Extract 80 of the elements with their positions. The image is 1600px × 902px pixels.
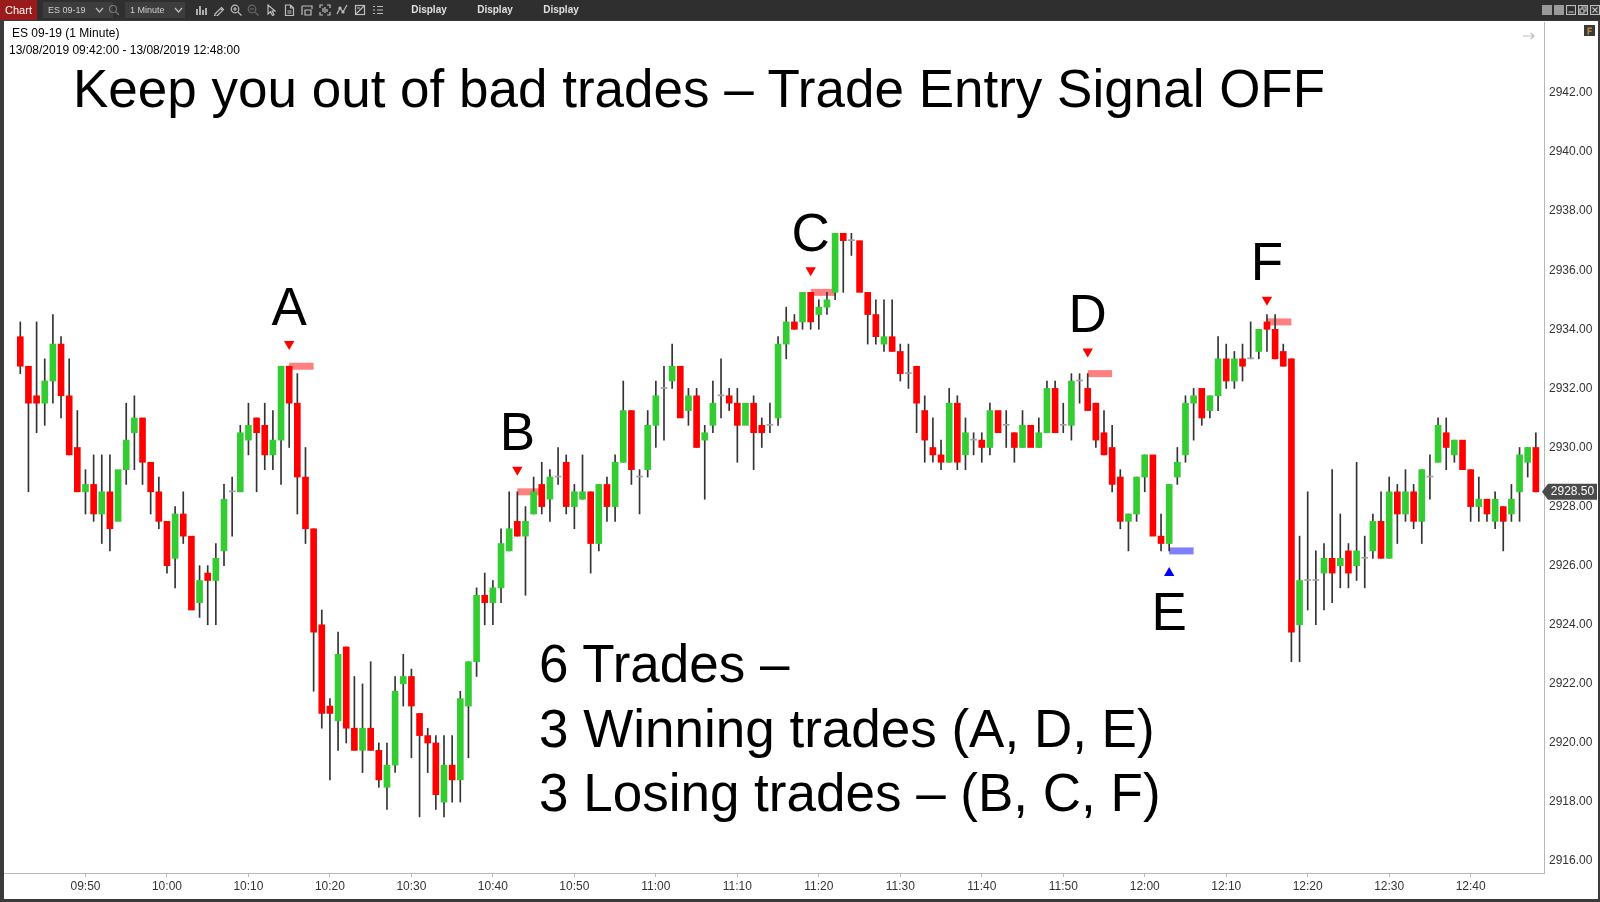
x-tick-label: 10:20	[314, 878, 346, 893]
x-tick-label: 11:50	[1048, 878, 1079, 893]
text: Display	[542, 3, 580, 17]
x-tick-label: 10:30	[396, 878, 427, 893]
y-tick-label: 2916.00	[1549, 853, 1593, 868]
chart-subtitle: ES 09-19 (1 Minute)	[12, 26, 120, 40]
x-tick-label: 09:50	[70, 878, 101, 893]
x-tick-label: 12:20	[1292, 878, 1324, 893]
candlestick	[1312, 550, 1320, 626]
annotation: B	[499, 402, 536, 462]
candlestick	[399, 654, 407, 707]
y-tick-label: 2936.00	[1549, 262, 1593, 277]
y-tick-label: 2940.00	[1549, 144, 1593, 159]
y-tick-label: 2918.00	[1549, 794, 1593, 809]
y-tick-label: 2924.00	[1549, 617, 1593, 632]
candlestick	[1059, 402, 1067, 434]
text: Display	[410, 3, 448, 17]
candlestick	[1027, 425, 1034, 448]
candlestick	[766, 402, 774, 434]
point	[1163, 567, 1175, 577]
text: Chart	[0, 0, 37, 20]
candlestick	[839, 232, 847, 293]
candlestick	[1304, 491, 1312, 611]
x-tick-label: 12:10	[1211, 878, 1242, 893]
candlestick	[481, 572, 489, 626]
y-tick-label: 2920.00	[1549, 735, 1593, 750]
x-tick-label: 12:30	[1374, 878, 1405, 893]
x-tick-label: 10:40	[477, 878, 509, 893]
text: Display	[476, 3, 514, 17]
candlestick	[978, 432, 986, 463]
annotation: C	[791, 202, 830, 262]
candlestick	[717, 358, 725, 419]
x-tick-label: 10:50	[559, 878, 590, 893]
y-tick-label: 2934.00	[1549, 321, 1593, 336]
candlestick	[1336, 513, 1344, 589]
y-tick-label: 2926.00	[1549, 558, 1593, 573]
x-tick-label: 12:40	[1455, 878, 1487, 893]
x-tick-label: 11:20	[804, 878, 834, 893]
y-tick-label: 2932.00	[1549, 380, 1593, 395]
candlestick	[188, 535, 195, 611]
candlestick	[676, 365, 684, 419]
point	[283, 341, 295, 351]
x-tick-label: 11:10	[722, 878, 753, 893]
y-tick-label: 2930.00	[1549, 439, 1593, 454]
point	[1261, 296, 1273, 306]
candlestick	[815, 299, 823, 330]
candlestick	[660, 365, 668, 441]
point	[805, 267, 816, 277]
annotation: A	[271, 276, 308, 336]
text: ES 09-19	[43, 2, 113, 18]
candlestick	[1361, 535, 1369, 589]
x-tick-label: 11:30	[885, 878, 916, 893]
x-tick-label: 10:00	[151, 878, 183, 893]
annotation: 6 Trades –	[539, 634, 790, 693]
annotation: 13/08/2019 09:42:00 - 13/08/2019 12:48:00	[9, 43, 241, 57]
candlestick	[742, 402, 749, 426]
candlestick	[994, 410, 1002, 434]
candlestick	[1002, 410, 1010, 448]
y-tick-label: 2938.00	[1549, 203, 1593, 218]
candlestick	[1475, 476, 1483, 522]
candlestick	[228, 476, 236, 537]
annotation: F	[1250, 232, 1284, 292]
y-tick-label: 2928.00	[1549, 498, 1593, 513]
text: Keep you out of bad trades – Trade Entry Signal OFF	[73, 59, 1326, 118]
y-tick-label: 2922.00	[1549, 676, 1593, 691]
annotation: D	[1068, 284, 1107, 344]
x-tick-label: 11:00	[641, 878, 671, 893]
annotation: 2928.50	[1550, 484, 1595, 499]
text: 1 Minute	[125, 2, 185, 18]
candlestick	[701, 425, 709, 500]
annotation: 3 Winning trades (A, D, E)	[539, 698, 1155, 758]
x-tick-label: 10:10	[233, 878, 264, 893]
y-tick-label: 2942.00	[1549, 85, 1593, 100]
annotation: E	[1151, 581, 1187, 641]
x-tick-label: 11:40	[967, 878, 997, 893]
point	[1082, 348, 1093, 358]
x-tick-label: 12:00	[1129, 878, 1161, 893]
candlestick	[114, 469, 122, 522]
annotation: 3 Losing trades – (B, C, F)	[539, 763, 1161, 822]
candlestick	[204, 565, 212, 626]
